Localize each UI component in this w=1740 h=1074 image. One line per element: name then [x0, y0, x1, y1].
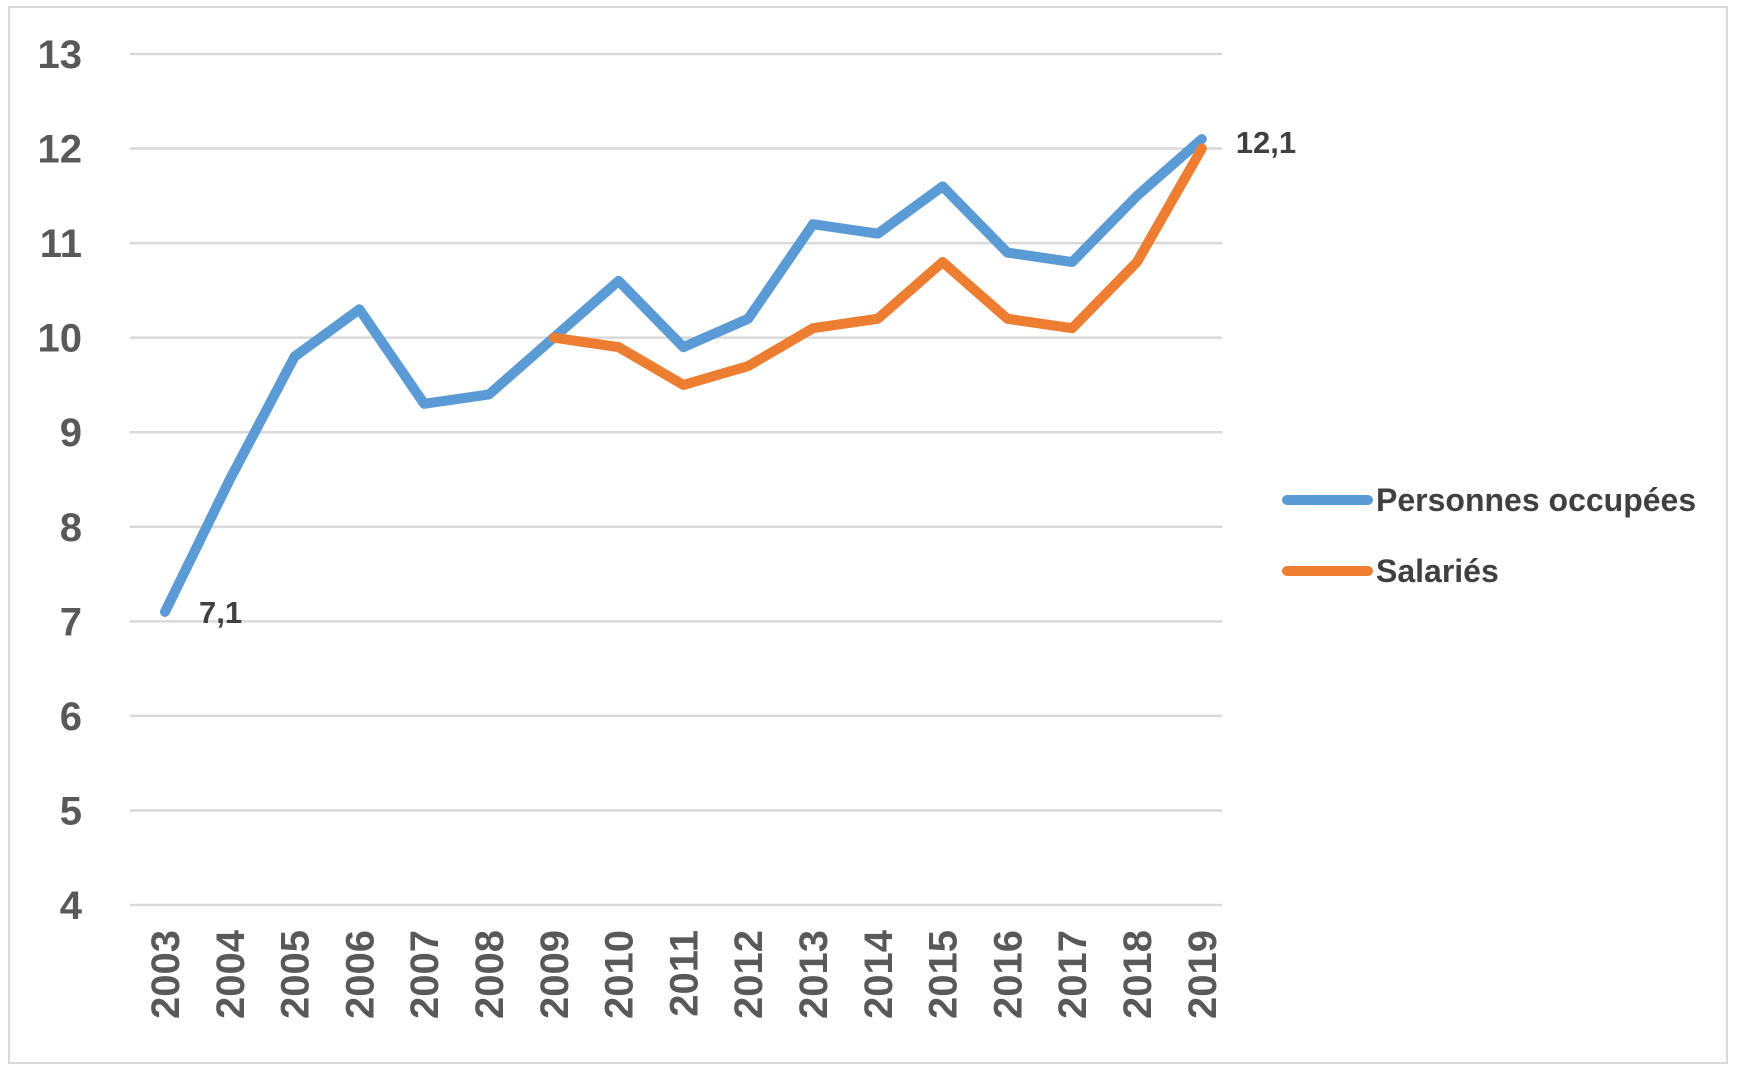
y-tick-label: 6: [60, 695, 82, 739]
x-tick-label: 2015: [922, 930, 966, 1019]
legend-label: Personnes occupées: [1376, 482, 1696, 518]
y-tick-label: 12: [38, 128, 83, 172]
x-tick-label: 2009: [533, 930, 577, 1019]
x-tick-label: 2008: [468, 930, 512, 1019]
y-tick-label: 9: [60, 411, 82, 455]
y-tick-label: 10: [38, 317, 83, 361]
y-tick-label: 4: [60, 884, 83, 928]
legend: Personnes occupées Salariés: [1282, 482, 1696, 589]
x-tick-label: 2013: [792, 930, 836, 1019]
x-tick-label: 2011: [662, 930, 706, 1017]
series-lines: [160, 134, 1207, 617]
x-tick-label: 2017: [1051, 930, 1095, 1019]
series-line-personnes-occupees: [160, 134, 1207, 617]
x-tick-label: 2014: [857, 929, 901, 1019]
x-tick-label: 2019: [1181, 930, 1225, 1019]
data-labels: 7,1 12,1: [199, 125, 1296, 630]
x-axis-tick-labels: 2003 2004 2005 2006 2007 2008 2009 2010 2011 2012…: [144, 929, 1225, 1019]
y-tick-label: 7: [60, 600, 82, 644]
data-label: 7,1: [199, 595, 242, 630]
series-line-salaries: [548, 143, 1207, 390]
y-tick-label: 5: [60, 789, 82, 833]
data-label: 12,1: [1236, 125, 1296, 160]
x-tick-label: 2016: [986, 930, 1030, 1019]
chart-frame: [8, 6, 1728, 1064]
x-tick-label: 2012: [727, 930, 771, 1019]
x-tick-label: 2010: [598, 930, 642, 1019]
y-tick-label: 8: [60, 506, 82, 550]
x-tick-label: 2006: [338, 930, 382, 1019]
x-tick-label: 2007: [403, 930, 447, 1019]
x-tick-label: 2005: [274, 930, 318, 1019]
y-tick-label: 13: [38, 33, 83, 77]
y-axis-tick-labels: 4 5 6 7 8 9 10 11 12 13: [38, 33, 83, 928]
x-tick-label: 2003: [144, 930, 188, 1019]
x-tick-label: 2004: [209, 929, 253, 1019]
x-tick-label: 2018: [1116, 930, 1160, 1019]
legend-label: Salariés: [1376, 553, 1499, 589]
gridlines: [130, 52, 1222, 907]
y-tick-label: 11: [40, 222, 82, 266]
